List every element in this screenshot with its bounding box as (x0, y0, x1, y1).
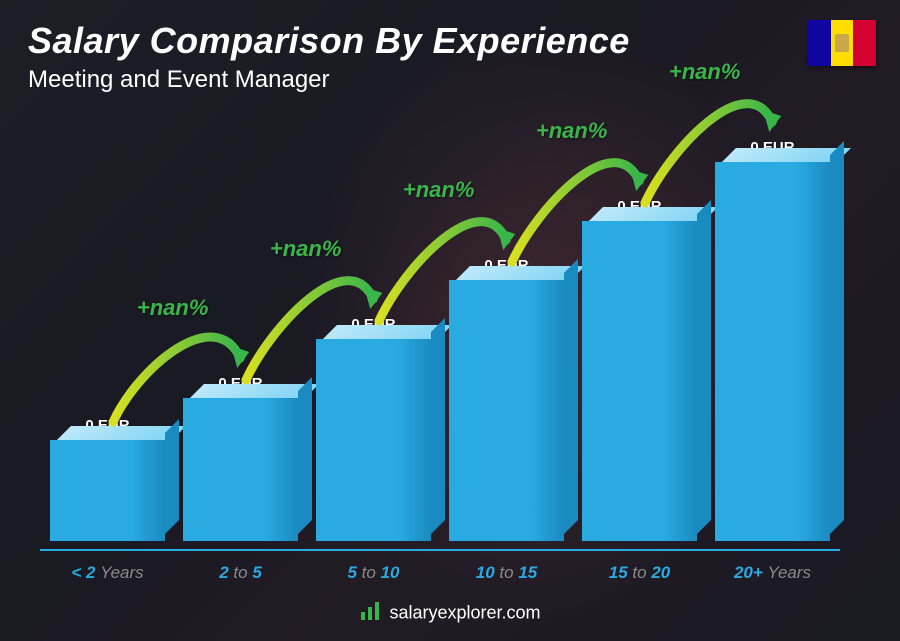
flag-emblem (835, 34, 849, 52)
footer: salaryexplorer.com (0, 600, 900, 627)
bar-front-face (715, 162, 830, 541)
x-axis-label: 20+ Years (715, 563, 830, 583)
bar-side-face (165, 419, 179, 534)
bar (316, 339, 431, 541)
bar-side-face (697, 200, 711, 534)
footer-text: salaryexplorer.com (389, 602, 540, 622)
bar-front-face (449, 280, 564, 541)
bar-side-face (298, 377, 312, 534)
bar-slot: 0 EUR (316, 120, 431, 541)
bar (715, 162, 830, 541)
bar-side-face (431, 318, 445, 534)
bar-slot: 0 EUR (50, 120, 165, 541)
bar-side-face (830, 141, 844, 534)
bar (449, 280, 564, 541)
bars-container: 0 EUR0 EUR0 EUR0 EUR0 EUR0 EUR (40, 120, 840, 541)
bar-side-face (564, 259, 578, 534)
bar (582, 221, 697, 541)
header: Salary Comparison By Experience Meeting … (28, 20, 790, 94)
page-title: Salary Comparison By Experience (28, 20, 790, 62)
bar-front-face (582, 221, 697, 541)
x-axis-label: 2 to 5 (183, 563, 298, 583)
flag-stripe-3 (853, 20, 876, 66)
x-axis-label: 10 to 15 (449, 563, 564, 583)
bar-front-face (183, 398, 298, 541)
x-axis: < 2 Years 2 to 5 5 to 10 10 to 15 15 to 20 20… (40, 549, 840, 583)
bar-slot: 0 EUR (449, 120, 564, 541)
bar-front-face (316, 339, 431, 541)
x-axis-label: 15 to 20 (582, 563, 697, 583)
x-axis-label: < 2 Years (50, 563, 165, 583)
bar-slot: 0 EUR (582, 120, 697, 541)
bar-chart: 0 EUR0 EUR0 EUR0 EUR0 EUR0 EUR +nan%+nan… (40, 120, 840, 541)
logo-icon (359, 600, 381, 627)
flag-stripe-1 (808, 20, 831, 66)
x-axis-label: 5 to 10 (316, 563, 431, 583)
country-flag-andorra (808, 20, 876, 66)
infographic-canvas: Salary Comparison By Experience Meeting … (0, 0, 900, 641)
bar-front-face (50, 440, 165, 541)
bar-slot: 0 EUR (715, 120, 830, 541)
bar (50, 440, 165, 541)
bar-slot: 0 EUR (183, 120, 298, 541)
page-subtitle: Meeting and Event Manager (28, 66, 790, 94)
flag-stripe-2 (831, 20, 854, 66)
bar (183, 398, 298, 541)
